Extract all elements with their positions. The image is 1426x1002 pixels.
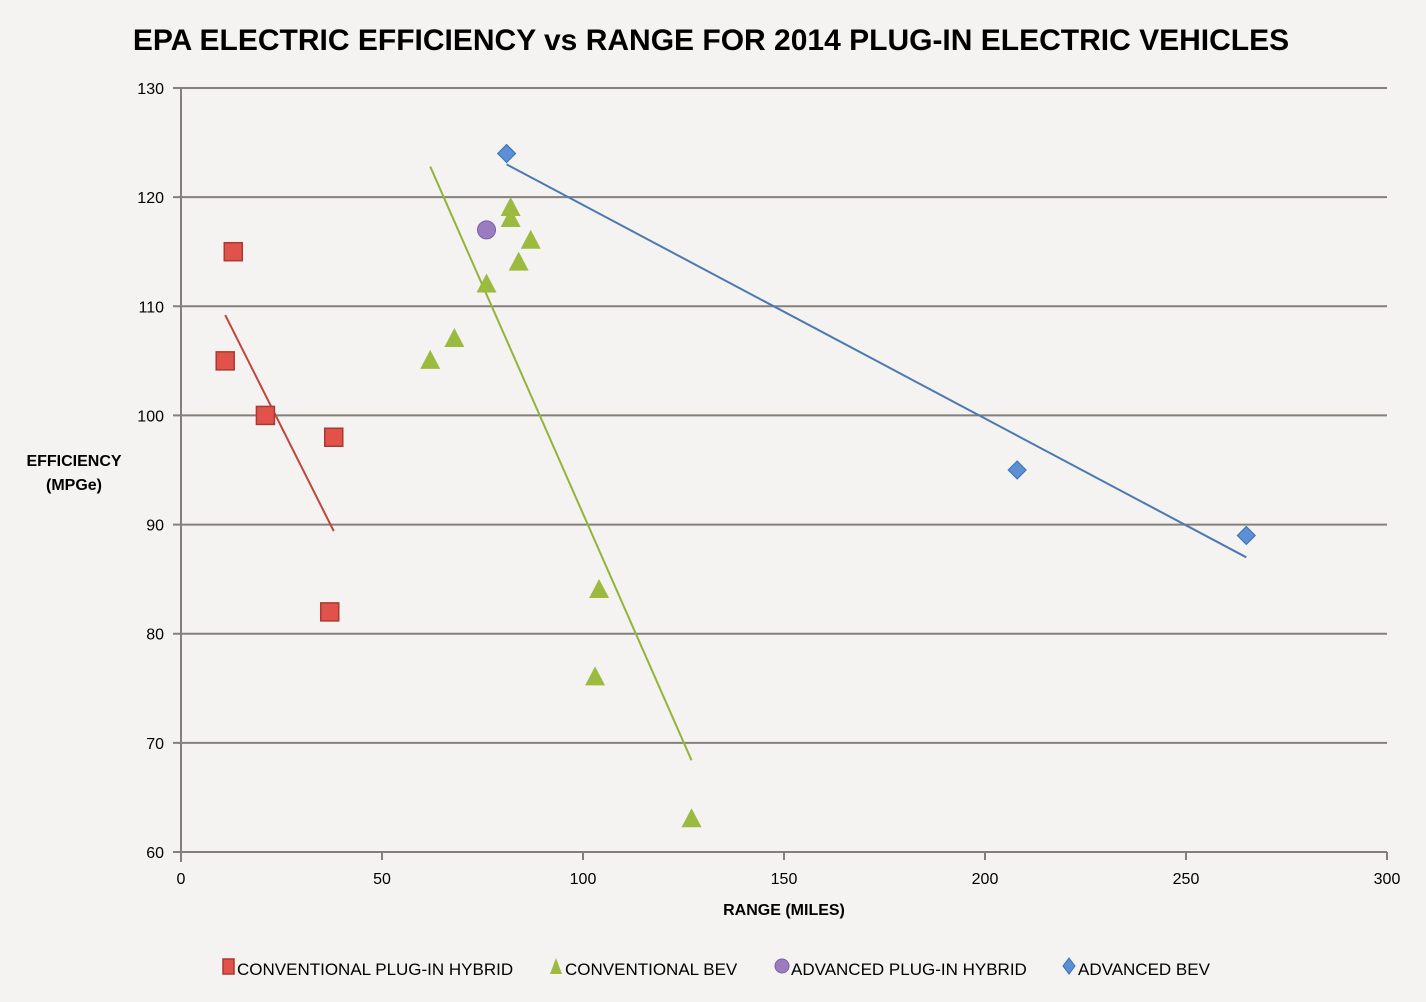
- x-tick-label: 300: [1374, 871, 1401, 888]
- y-axis-label-line2: (MPGe): [46, 477, 102, 494]
- y-tick-label: 80: [146, 627, 164, 644]
- data-point: [1007, 460, 1027, 480]
- y-tick-label: 110: [138, 299, 164, 316]
- y-tick-label: 130: [137, 81, 164, 98]
- x-tick-label: 100: [570, 871, 597, 888]
- legend-label: CONVENTIONAL PLUG-IN HYBRID: [237, 960, 513, 979]
- data-point: [215, 351, 235, 371]
- data-point: [1236, 525, 1257, 546]
- y-axis-label-line1: EFFICIENCY: [26, 453, 121, 470]
- data-point: [476, 273, 497, 293]
- data-point: [500, 197, 521, 217]
- legend-label: CONVENTIONAL BEV: [565, 960, 738, 979]
- legend-marker: [550, 958, 562, 974]
- data-point: [319, 602, 340, 622]
- legend-marker: [222, 958, 235, 975]
- data-point: [496, 143, 517, 164]
- trendline: [224, 314, 335, 532]
- data-point: [223, 241, 244, 262]
- data-point: [324, 427, 344, 448]
- x-tick-label: 200: [972, 871, 999, 888]
- data-point: [420, 349, 441, 369]
- chart-title: EPA ELECTRIC EFFICIENCY vs RANGE FOR 201…: [133, 24, 1289, 57]
- data-point: [589, 579, 610, 599]
- data-point: [681, 808, 702, 828]
- x-axis-label: RANGE (MILES): [723, 902, 845, 919]
- y-tick-label: 100: [137, 408, 164, 425]
- y-tick-label: 120: [137, 190, 164, 207]
- data-point: [508, 251, 529, 271]
- data-point: [520, 229, 541, 249]
- y-tick-label: 70: [146, 736, 164, 753]
- data-point: [444, 328, 465, 348]
- trendline: [429, 166, 693, 761]
- x-tick-label: 50: [373, 871, 391, 888]
- x-tick-label: 0: [177, 871, 186, 888]
- data-point: [585, 666, 606, 686]
- legend-label: ADVANCED PLUG-IN HYBRID: [791, 960, 1027, 979]
- y-tick-label: 90: [146, 518, 164, 535]
- data-point: [477, 220, 497, 240]
- x-tick-label: 150: [771, 871, 798, 888]
- legend-marker: [774, 958, 790, 974]
- x-tick-label: 250: [1173, 871, 1200, 888]
- y-tick-label: 60: [146, 845, 164, 862]
- data-point: [255, 405, 276, 426]
- trendline: [506, 163, 1247, 559]
- data-point: [500, 207, 521, 227]
- legend-label: ADVANCED BEV: [1078, 960, 1211, 979]
- legend-marker: [1062, 957, 1076, 975]
